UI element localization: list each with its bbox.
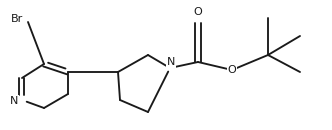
Text: O: O bbox=[194, 7, 203, 17]
Text: Br: Br bbox=[11, 14, 23, 24]
Text: N: N bbox=[10, 96, 18, 106]
Text: O: O bbox=[228, 65, 236, 75]
Text: N: N bbox=[167, 57, 175, 67]
